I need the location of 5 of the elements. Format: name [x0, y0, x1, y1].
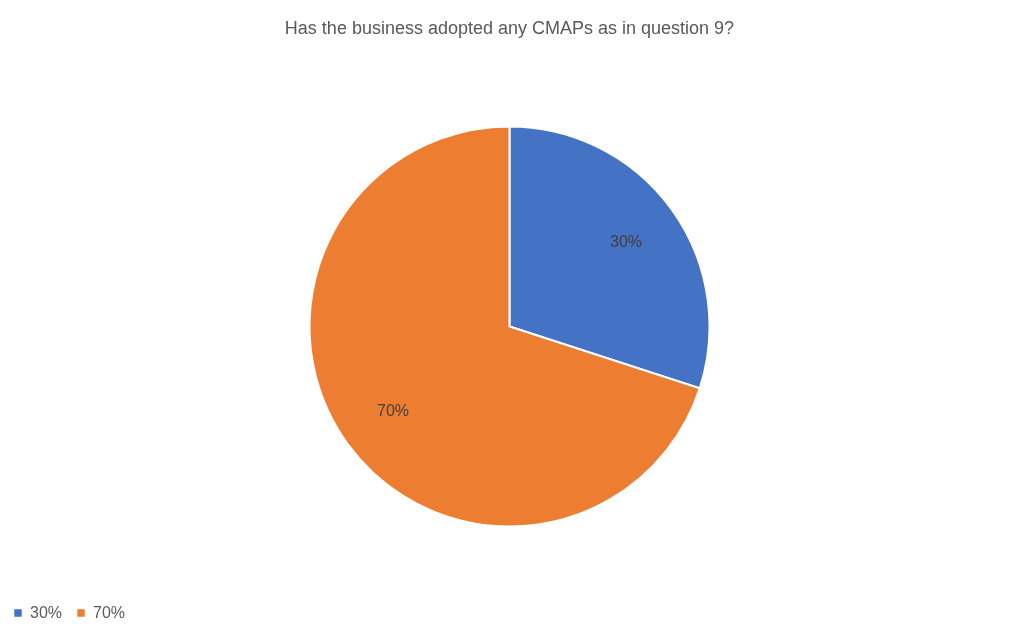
chart-title: Has the business adopted any CMAPs as in question 9?: [284, 18, 735, 38]
legend-label: 30%: [30, 604, 63, 621]
data-label: 70%: [376, 402, 410, 420]
data-label: 30%: [609, 232, 643, 250]
legend-label: 70%: [93, 604, 126, 621]
